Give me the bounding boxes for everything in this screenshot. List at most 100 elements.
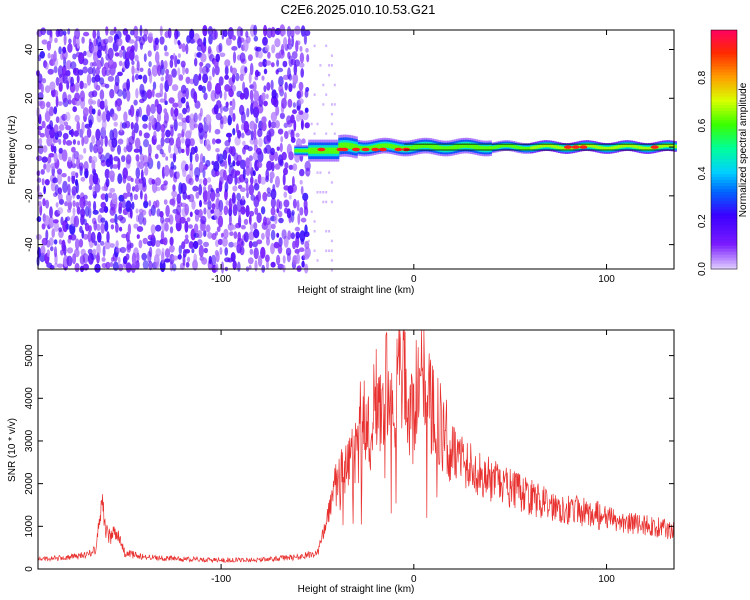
colorbar-segment	[711, 233, 737, 237]
spectrogram-cell	[48, 216, 54, 229]
spectrogram-cell	[125, 200, 132, 212]
spectrogram-cell	[92, 66, 96, 77]
spectrogram-ridge-cell	[315, 147, 319, 154]
spectrogram-cell	[284, 130, 289, 140]
spectrogram-cell	[135, 73, 139, 81]
spectrogram-cell	[91, 90, 98, 98]
spectrogram-cell	[133, 223, 139, 229]
spectrogram-ridge-cell	[423, 143, 428, 148]
spectrogram-cell	[48, 153, 55, 158]
spectrogram-cell	[328, 171, 331, 174]
colorbar-tick-label: 0.0	[697, 262, 708, 276]
spectrogram-cell	[296, 199, 300, 212]
spectrogram-ridge-cell	[488, 146, 492, 151]
spectrogram-cell	[304, 224, 308, 235]
spectrogram-cell	[260, 176, 267, 185]
spectrogram-cell	[298, 247, 305, 252]
spectrogram-cell	[111, 113, 118, 121]
spectrogram-cell	[56, 168, 63, 175]
spectrogram-ridge-cell	[356, 145, 361, 150]
spectrogram-ridge-cell	[634, 145, 638, 149]
spectrogram-cell	[180, 84, 187, 94]
spectrogram-cell	[104, 98, 108, 109]
spectrogram-cell	[191, 248, 195, 254]
spectrogram-cell	[197, 38, 203, 47]
spectrogram-ridge-cell	[548, 144, 552, 148]
spectrogram-cell	[109, 243, 115, 248]
spectrogram-ridge-cell	[391, 144, 395, 149]
spectrogram-cell	[189, 28, 195, 40]
spectrogram-cell	[300, 25, 306, 37]
spectrogram-cell	[233, 231, 238, 240]
spectrogram-cell	[173, 165, 177, 170]
spectrogram-cell	[36, 216, 42, 223]
spectrogram-cell	[201, 257, 208, 265]
spectrogram-cell	[292, 163, 298, 171]
spectrogram-cell	[268, 128, 275, 137]
colorbar-segment	[711, 110, 737, 115]
spectrogram-cell	[256, 161, 263, 168]
spectrogram-cell	[37, 125, 43, 131]
spectrogram-cell	[253, 247, 259, 260]
spectrogram-cell	[58, 46, 62, 55]
spectrogram-cell	[215, 187, 220, 194]
spectrogram-cell	[231, 192, 236, 204]
spectrogram-cell	[39, 203, 43, 216]
spectrogram-cell	[270, 188, 277, 200]
spectrogram-cell	[257, 128, 263, 138]
colorbar-segment	[711, 107, 737, 112]
colorbar-segment	[711, 74, 737, 79]
spectrogram-cell	[270, 242, 275, 255]
spectrogram-cell	[243, 218, 249, 225]
spectrogram-cell	[299, 52, 305, 64]
spectrogram-cell	[256, 239, 263, 245]
spectrogram-cell	[185, 76, 191, 85]
spectrogram-cell	[168, 137, 175, 146]
spectrogram-cell	[292, 198, 297, 209]
spectrogram-cell	[253, 90, 260, 103]
spectrogram-ridge-cell	[622, 144, 626, 148]
spectrogram-cell	[205, 224, 211, 233]
spectrogram-cell	[46, 249, 51, 257]
colorbar-segment	[711, 218, 737, 222]
spectrogram-cell	[90, 253, 97, 261]
spectrogram-cell	[171, 190, 178, 198]
spectrogram-ridge-cell	[301, 149, 305, 153]
spectrogram-cell	[231, 73, 236, 83]
spectrogram-cell	[58, 227, 63, 233]
spectrogram-cell	[87, 200, 92, 209]
spectrogram-cell	[155, 248, 162, 257]
colorbar-segment	[711, 242, 737, 246]
colorbar-segment	[711, 53, 737, 58]
spectrogram-cell	[276, 146, 280, 151]
spectrogram-cell	[100, 222, 105, 234]
spectrogram-cell	[270, 62, 275, 68]
spectrogram-cell	[180, 60, 186, 68]
spectrogram-ridge-cell	[659, 144, 663, 148]
spectrogram-cell	[176, 59, 181, 65]
spectrogram-cell	[65, 223, 71, 230]
spectrogram-cell	[328, 64, 331, 67]
spectrogram-cell	[330, 181, 333, 184]
spectrogram-cell	[105, 178, 110, 188]
spectrogram-ridge-cell	[472, 144, 476, 149]
spectrogram-cell	[217, 215, 224, 228]
spectrogram-cell	[55, 95, 59, 108]
spectrogram-cell	[292, 240, 297, 250]
spectrogram-cell	[270, 207, 276, 216]
spectrogram-cell	[239, 159, 247, 170]
spectrogram-cell	[118, 201, 123, 211]
spectrogram-cell	[133, 99, 138, 106]
spectrogram-cell	[156, 112, 162, 123]
spectrogram-cell	[266, 160, 273, 171]
spectrogram-cell	[100, 56, 104, 67]
spectrogram-cell	[58, 147, 63, 154]
spectrogram-cell	[330, 249, 333, 252]
spectrogram-cell	[203, 36, 207, 47]
colorbar-segment	[711, 224, 737, 228]
snr-x-ticks: -100 0 100	[211, 330, 615, 585]
spectrogram-ridge-cell	[338, 142, 342, 149]
x-tick-label: 100	[598, 274, 615, 285]
spectrogram-ridge-cell	[324, 147, 328, 154]
spectrogram-ridge-cell	[497, 144, 502, 148]
